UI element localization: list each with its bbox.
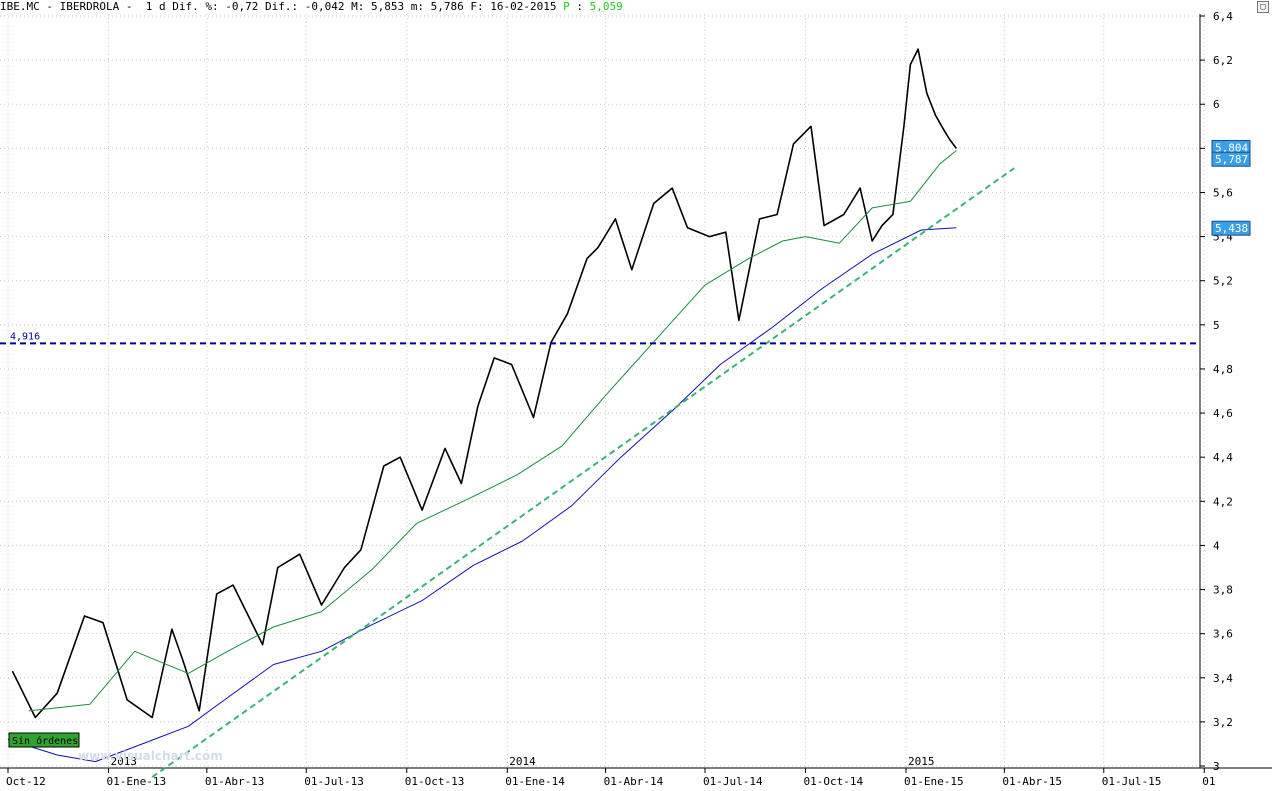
p-label: P [563, 0, 570, 13]
x-tick-label: 01-Jul-15 [1102, 775, 1162, 788]
dif-label: Dif.: [264, 0, 299, 13]
long-moving-average [7, 227, 957, 763]
max-label: M: [351, 0, 365, 13]
watermark: www.visualchart.com [78, 749, 223, 763]
dif-value: -0,042 [304, 0, 345, 13]
y-tick-label: 4,2 [1213, 495, 1233, 508]
y-tick-label: 4,4 [1213, 451, 1233, 464]
y-tick-label: 4 [1213, 539, 1220, 552]
pct-value: -0,72 [225, 0, 259, 13]
date-value: 16-02-2015 [490, 0, 557, 13]
level-label: 4,916 [10, 331, 40, 342]
y-tick-label: 6,2 [1213, 54, 1233, 67]
price-line [11, 48, 957, 719]
x-tick-label: 01-Oct-14 [804, 775, 864, 788]
date-label: F: [470, 0, 484, 13]
y-tick-label: 4,8 [1213, 363, 1233, 376]
x-tick-label: 01-Abr-13 [205, 775, 265, 788]
price-tag-box [1211, 220, 1251, 236]
price-tag-box [1211, 151, 1251, 167]
x-axis-ticks: Oct-12 01-Ene-13 01-Abr-13 01-Jul-13 01-Oct-… [6, 755, 1216, 788]
pct-label: Dif. %: [172, 0, 219, 13]
orders-badge-label: Sin órdenes [12, 735, 78, 747]
year-label: 2014 [509, 755, 536, 768]
min-label: m: [410, 0, 424, 13]
min-value: 5,786 [430, 0, 464, 13]
year-label: 2015 [908, 755, 935, 768]
orders-badge[interactable]: Sin órdenes [8, 732, 80, 748]
grid [0, 15, 1200, 767]
price-tag-label: 5,438 [1215, 222, 1248, 235]
company-name: IBERDROLA [59, 0, 120, 13]
x-tick-label: 01-Jul-14 [703, 775, 763, 788]
support-trendline [151, 167, 1015, 778]
level-line: 4,916 [0, 331, 1200, 345]
short-moving-average [28, 150, 957, 712]
y-axis-ticks: 33,23,43,63,844,24,44,64,855,25,45,65,86… [1200, 10, 1233, 773]
y-tick-label: 6,4 [1213, 10, 1233, 23]
quote-header: IBE.MC - IBERDROLA - 1 d Dif. %: -0,72 D… [0, 0, 623, 13]
x-tick-label: 01-Abr-15 [1002, 775, 1062, 788]
x-tick-label: 01-Ene-14 [505, 775, 565, 788]
y-tick-label: 5 [1213, 319, 1220, 332]
x-tick-label: 01-Abr-14 [604, 775, 664, 788]
x-tick-label: 01 [1202, 775, 1215, 788]
p-value: 5,059 [589, 0, 623, 13]
interval: 1 d [145, 0, 166, 13]
y-tick-label: 3,2 [1213, 716, 1233, 729]
symbol: IBE.MC [0, 0, 40, 13]
y-tick-label: 4,6 [1213, 407, 1233, 420]
maximize-button[interactable]: ▢ [1257, 1, 1269, 13]
x-tick-label: 01-Jul-13 [304, 775, 364, 788]
y-tick-label: 6 [1213, 98, 1220, 111]
x-tick-label: Oct-12 [6, 775, 46, 788]
price-series [7, 48, 1015, 778]
price-tag-label: 5,787 [1215, 153, 1248, 166]
price-tag-label: 5,804 [1215, 141, 1248, 154]
x-tick-label: 01-Oct-13 [405, 775, 465, 788]
y-tick-label: 5,2 [1213, 275, 1233, 288]
y-tick-label: 3,4 [1213, 672, 1233, 685]
year-label: 2013 [111, 755, 138, 768]
y-tick-label: 3,8 [1213, 584, 1233, 597]
y-tick-label: 3 [1213, 760, 1220, 773]
x-tick-label: 01-Ene-15 [904, 775, 964, 788]
y-tick-label: 5,6 [1213, 186, 1233, 199]
y-tick-label: 3,6 [1213, 628, 1233, 641]
x-grid [7, 14, 1205, 768]
x-tick-label: 01-Ene-13 [107, 775, 167, 788]
max-value: 5,853 [370, 0, 405, 13]
